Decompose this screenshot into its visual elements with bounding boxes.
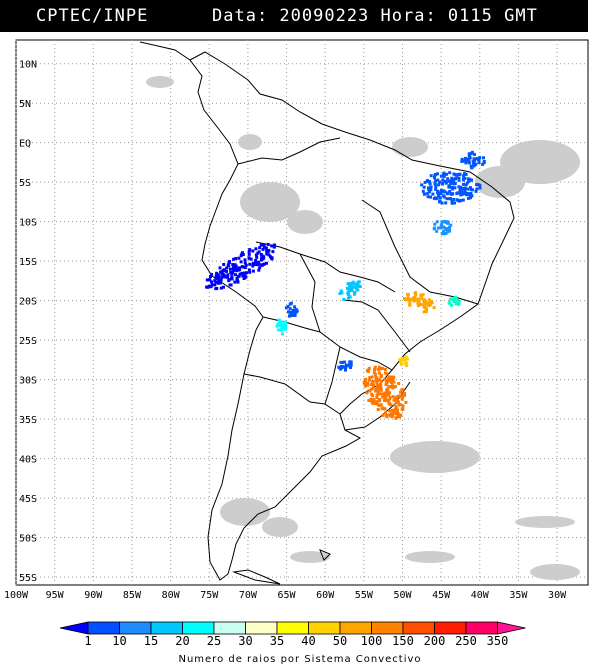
colorbar-swatch: [59, 621, 89, 635]
colorbar-swatch: [182, 621, 215, 635]
colorbar-tick: 25: [207, 634, 221, 648]
latitude-label: EQ: [19, 139, 31, 150]
colorbar-swatch: [434, 621, 467, 635]
cloud-cover: [146, 76, 580, 580]
latitude-label: 10S: [19, 218, 37, 229]
longitude-label: 75W: [200, 590, 219, 601]
latitude-label: 50S: [19, 534, 37, 545]
colorbar: 1 10 15 20 25 30 35 40 50 100 150 200 250 350: [59, 621, 526, 648]
longitude-label: 90W: [84, 590, 103, 601]
latitude-label: 25S: [19, 336, 37, 347]
colorbar-tick: 50: [333, 634, 347, 648]
longitude-label: 60W: [316, 590, 335, 601]
latitude-label: 55S: [19, 573, 37, 584]
latitude-label: 45S: [19, 494, 37, 505]
longitude-label: 65W: [278, 590, 297, 601]
cluster-argentina-north: [275, 318, 288, 336]
colorbar-swatch: [308, 621, 341, 635]
colorbar-tick: 10: [112, 634, 126, 648]
cluster-sao-paulo: [398, 355, 409, 368]
colorbar-swatch: [339, 621, 372, 635]
longitude-label: 30W: [548, 590, 567, 601]
longitude-label: 45W: [432, 590, 451, 601]
colorbar-tick: 40: [301, 634, 315, 648]
latitude-label: 30S: [19, 376, 37, 387]
colorbar-tick: 1: [84, 634, 91, 648]
colorbar-tick: 30: [238, 634, 252, 648]
colorbar-swatch: [119, 621, 152, 635]
cluster-misiones: [337, 360, 353, 372]
latitude-label: 40S: [19, 455, 37, 466]
map-frame: [15, 39, 589, 586]
colorbar-swatch: [276, 621, 309, 635]
source-label: CPTEC/INPE: [36, 6, 149, 26]
map-header: CPTEC/INPE Data: 20090223 Hora: 0115 GMT: [0, 0, 588, 32]
colorbar-tick: 35: [270, 634, 284, 648]
colorbar-tick: 250: [455, 634, 477, 648]
colorbar-swatch: [371, 621, 404, 635]
longitude-label: 40W: [471, 590, 490, 601]
colorbar-swatch: [245, 621, 278, 635]
colorbar-swatch: [497, 621, 526, 635]
colorbar-tick: 200: [424, 634, 446, 648]
latitude-label: 20S: [19, 297, 37, 308]
colorbar-tick: 350: [487, 634, 509, 648]
longitude-label: 35W: [509, 590, 528, 601]
cluster-mato-grosso-sul: [338, 280, 362, 301]
lightning-map: 100W 95W 90W 85W 80W 75W 70W 65W 60W 55W 50W 45W 40W…: [4, 39, 589, 601]
cluster-minas-gerais: [402, 291, 436, 314]
convective-systems: [205, 150, 486, 420]
latitude-label: 15S: [19, 257, 37, 268]
colorbar-tick: 20: [175, 634, 189, 648]
longitude-label: 95W: [46, 590, 65, 601]
colorbar-tick: 15: [144, 634, 158, 648]
cluster-espirito-santo: [447, 295, 461, 307]
colorbar-swatch: [213, 621, 246, 635]
cluster-paraguay-north: [284, 301, 299, 318]
colorbar-tick: 100: [361, 634, 383, 648]
latitude-label: 35S: [19, 415, 37, 426]
latitude-label: 5N: [19, 99, 31, 110]
cluster-northeast-brazil-north: [420, 171, 482, 205]
colorbar-title: Numero de raios por Sistema Convectivo: [178, 654, 422, 665]
colorbar-tick-labels: 1 10 15 20 25 30 35 40 50 100 150 200 250 350: [84, 634, 508, 648]
longitude-label: 100W: [4, 590, 29, 601]
colorbar-swatches: [59, 621, 526, 635]
longitude-label: 55W: [355, 590, 374, 601]
longitude-label: 80W: [162, 590, 181, 601]
axis-labels: 100W 95W 90W 85W 80W 75W 70W 65W 60W 55W 50W 45W 40W…: [4, 60, 567, 601]
colorbar-tick: 150: [392, 634, 414, 648]
colorbar-swatch: [150, 621, 183, 635]
cluster-rio-grande-sul: [362, 365, 408, 420]
cluster-northeast-brazil-coast: [460, 150, 486, 170]
cluster-peru-bolivia: [205, 242, 277, 291]
colorbar-swatch: [87, 621, 120, 635]
longitude-label: 70W: [239, 590, 258, 601]
latitude-label: 5S: [19, 178, 31, 189]
date-time-label: Data: 20090223 Hora: 0115 GMT: [212, 6, 538, 26]
cluster-bahia: [432, 219, 453, 236]
colorbar-swatch: [402, 621, 435, 635]
latitude-label: 10N: [19, 60, 37, 71]
colorbar-swatch: [465, 621, 498, 635]
longitude-label: 50W: [393, 590, 412, 601]
longitude-label: 85W: [123, 590, 142, 601]
